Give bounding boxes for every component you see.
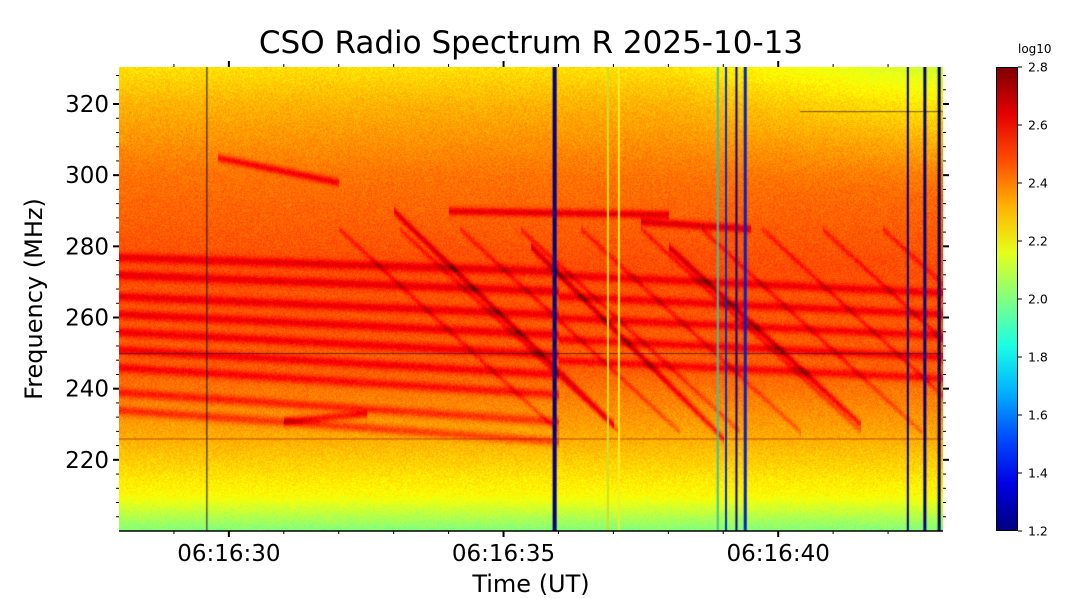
x-tick-label: 06:16:40 [727, 541, 830, 567]
spectrogram-heatmap [119, 67, 943, 531]
chart-title: CSO Radio Spectrum R 2025-10-13 [258, 25, 804, 61]
y-tick-label: 300 [65, 163, 109, 189]
x-tick-label: 06:16:30 [177, 541, 280, 567]
colorbar [996, 67, 1018, 531]
y-tick-label: 280 [65, 234, 109, 260]
colorbar-tick-label: 2.6 [1028, 118, 1048, 133]
y-tick-label: 260 [65, 306, 109, 332]
y-tick-label: 320 [65, 92, 109, 118]
colorbar-tick-label: 2.4 [1028, 176, 1048, 191]
colorbar-tick-label: 1.2 [1028, 524, 1048, 539]
colorbar-tick-label: 1.8 [1028, 350, 1048, 365]
y-tick-label: 220 [65, 448, 109, 474]
colorbar-label: log10 [1018, 42, 1052, 56]
colorbar-tick-label: 1.4 [1028, 466, 1048, 481]
colorbar-tick-label: 2.8 [1028, 60, 1048, 75]
x-axis-label: Time (UT) [472, 570, 590, 598]
spectrogram-plot-area [119, 67, 943, 531]
colorbar-tick-label: 2.2 [1028, 234, 1048, 249]
y-tick-label: 240 [65, 377, 109, 403]
colorbar-tick-label: 2.0 [1028, 292, 1048, 307]
y-axis-label: Frequency (MHz) [20, 198, 48, 400]
x-tick-label: 06:16:35 [452, 541, 555, 567]
colorbar-tick-label: 1.6 [1028, 408, 1048, 423]
